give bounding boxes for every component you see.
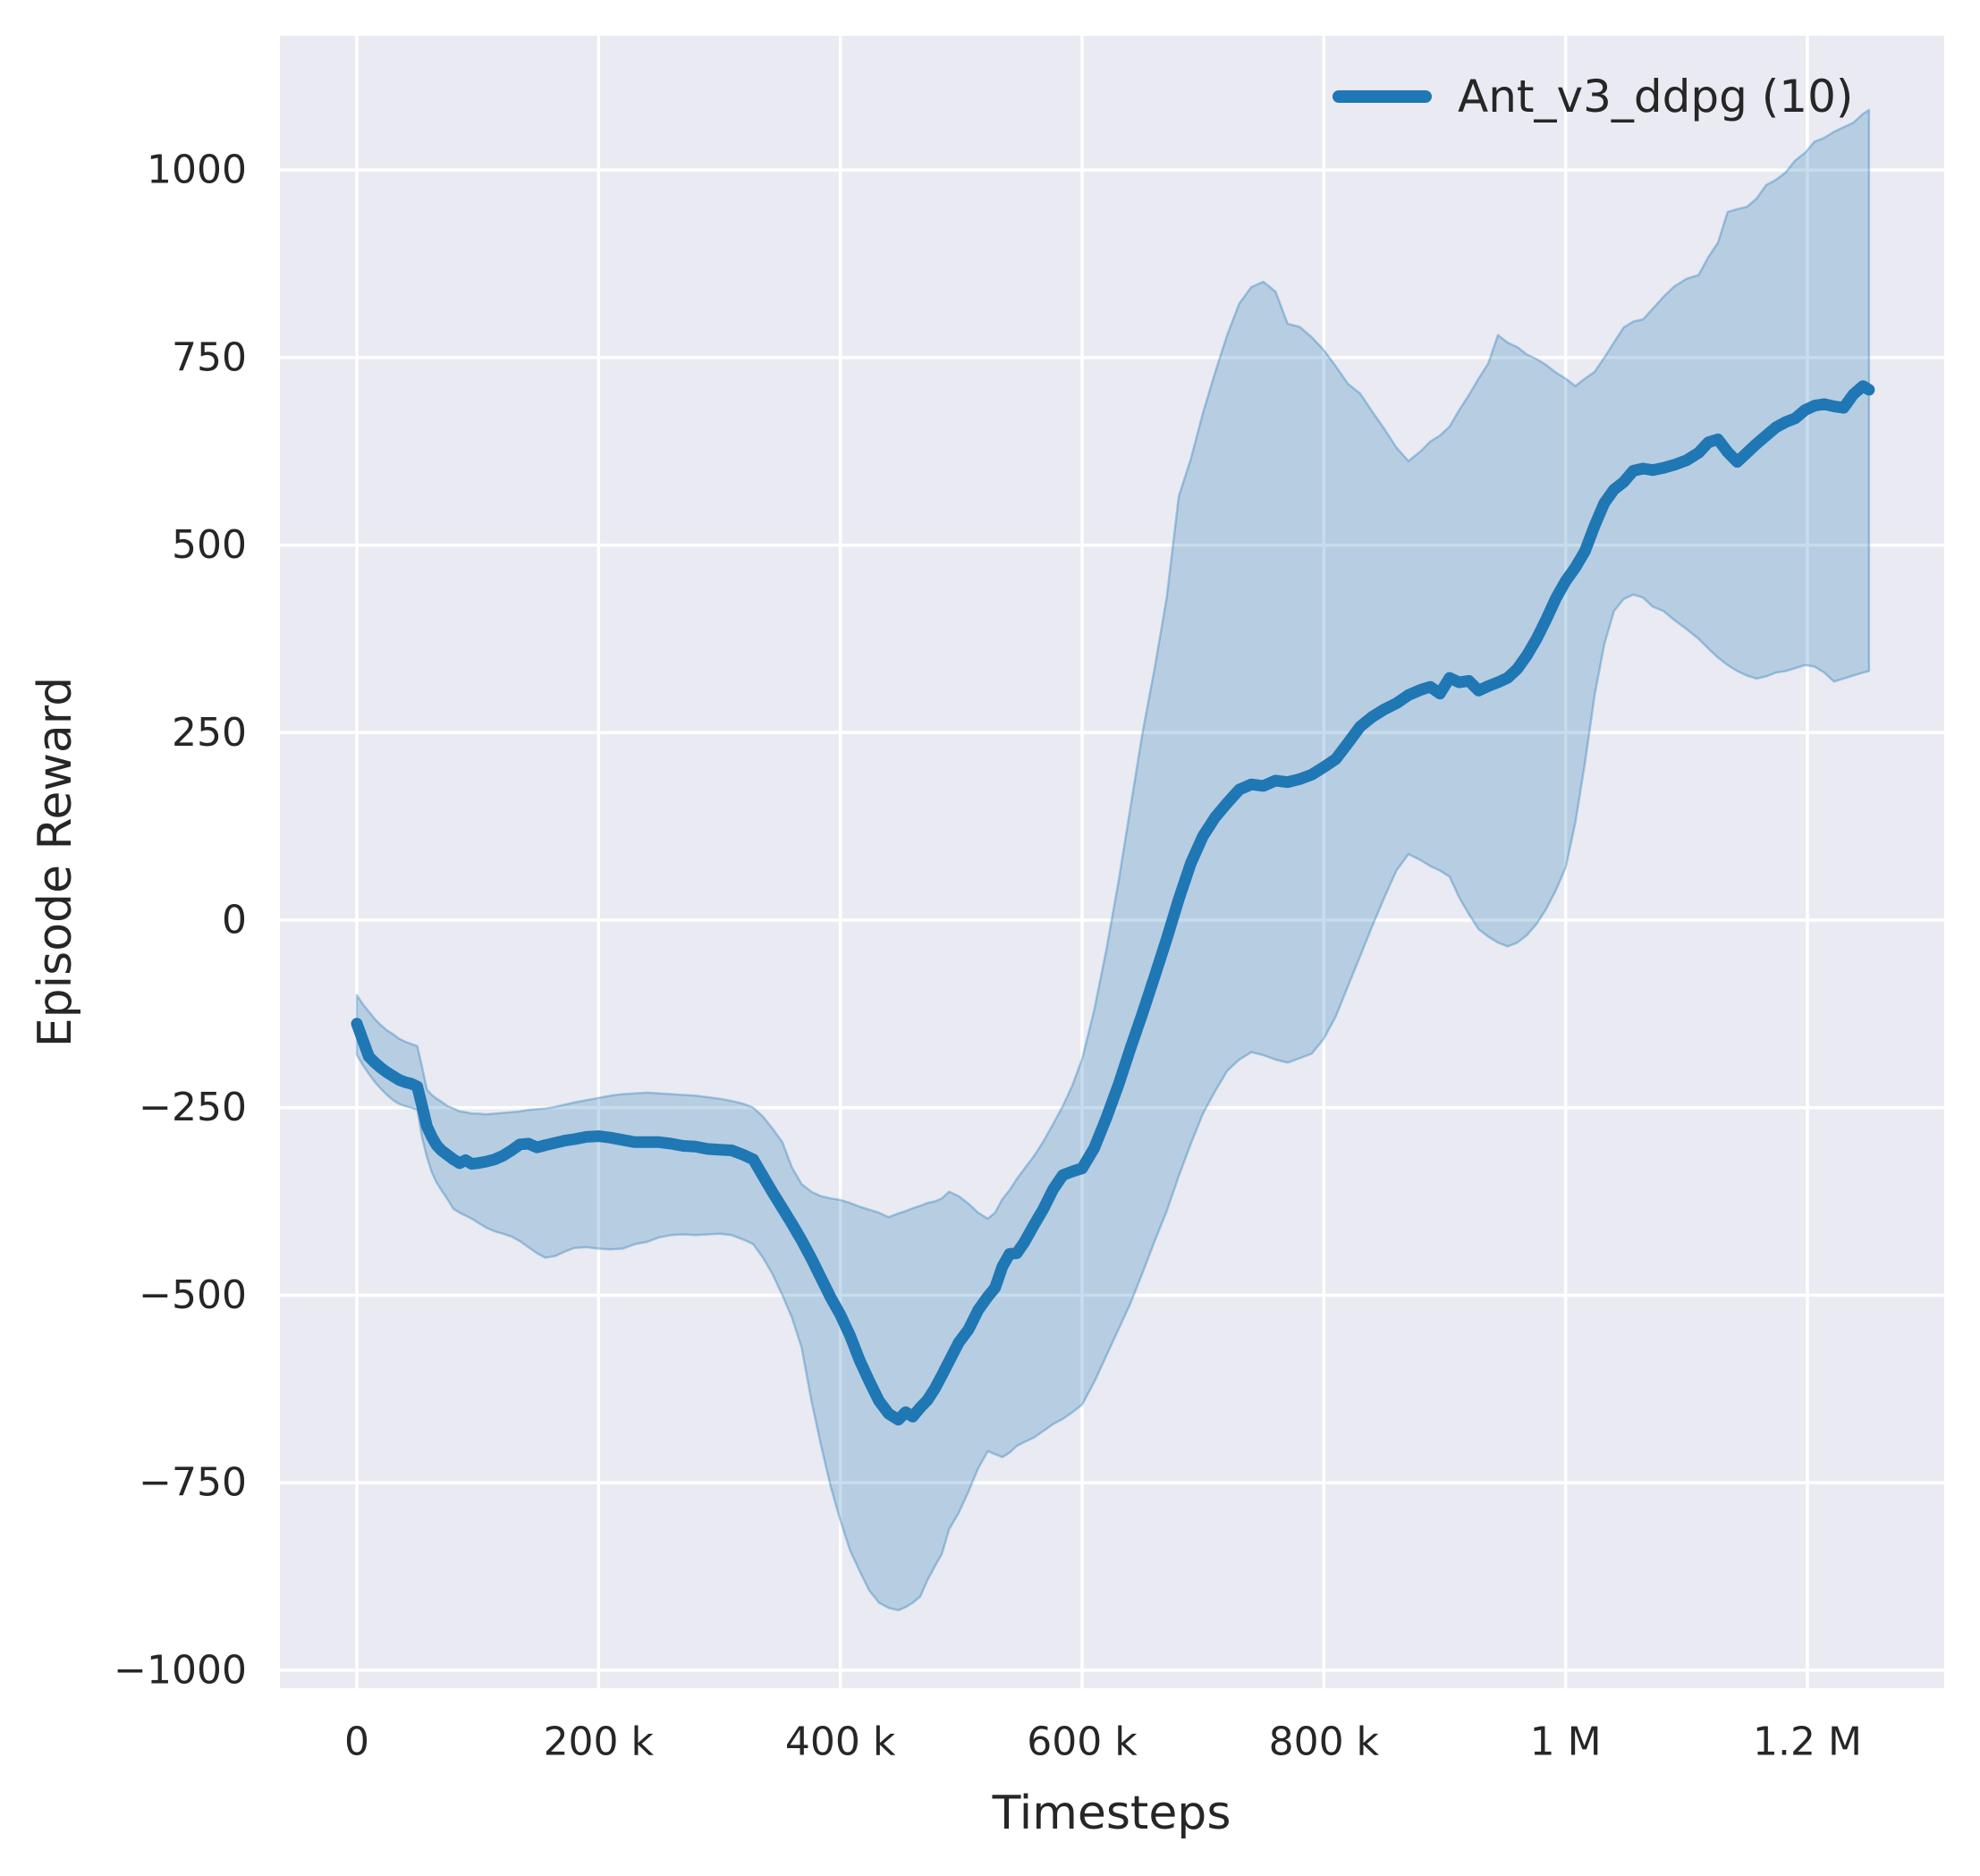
confidence-band-area [355,108,1871,1612]
x-tick-label: 1.2 M [1753,1720,1862,1765]
y-tick-label: 500 [172,522,247,568]
x-tick-label: 200 k [544,1720,655,1765]
legend-label: Ant_v3_ddpg (10) [1458,71,1853,123]
y-tick-label: −500 [139,1272,247,1318]
x-tick-label: 600 k [1027,1720,1138,1765]
y-tick-label: 0 [222,898,247,943]
y-tick-label: −750 [139,1460,247,1506]
y-tick-labels: 1000 750 500 250 0 −250 −500 −750 −1000 [114,148,247,1694]
mean-line [351,380,1875,1426]
x-axis-title: Timesteps [992,1787,1231,1840]
x-tick-label: 400 k [785,1720,896,1765]
y-tick-label: −250 [139,1085,247,1130]
y-axis-title: Episode Reward [29,677,82,1047]
y-tick-label: 750 [172,334,247,380]
y-tick-label: 250 [172,710,247,756]
confidence-band [355,108,1871,1612]
legend: Ant_v3_ddpg (10) [1333,71,1853,123]
y-tick-label: 1000 [147,148,247,193]
grid-lines [280,36,1944,1688]
mean-reward-line [351,380,1875,1426]
x-tick-label: 0 [344,1720,369,1765]
x-tick-label: 800 k [1269,1720,1380,1765]
y-tick-label: −1000 [114,1647,247,1693]
x-tick-labels: 0 200 k 400 k 600 k 800 k 1 M 1.2 M [344,1720,1862,1765]
plot-background [280,36,1944,1688]
x-tick-label: 1 M [1530,1720,1602,1765]
plot-area [280,36,1944,1688]
